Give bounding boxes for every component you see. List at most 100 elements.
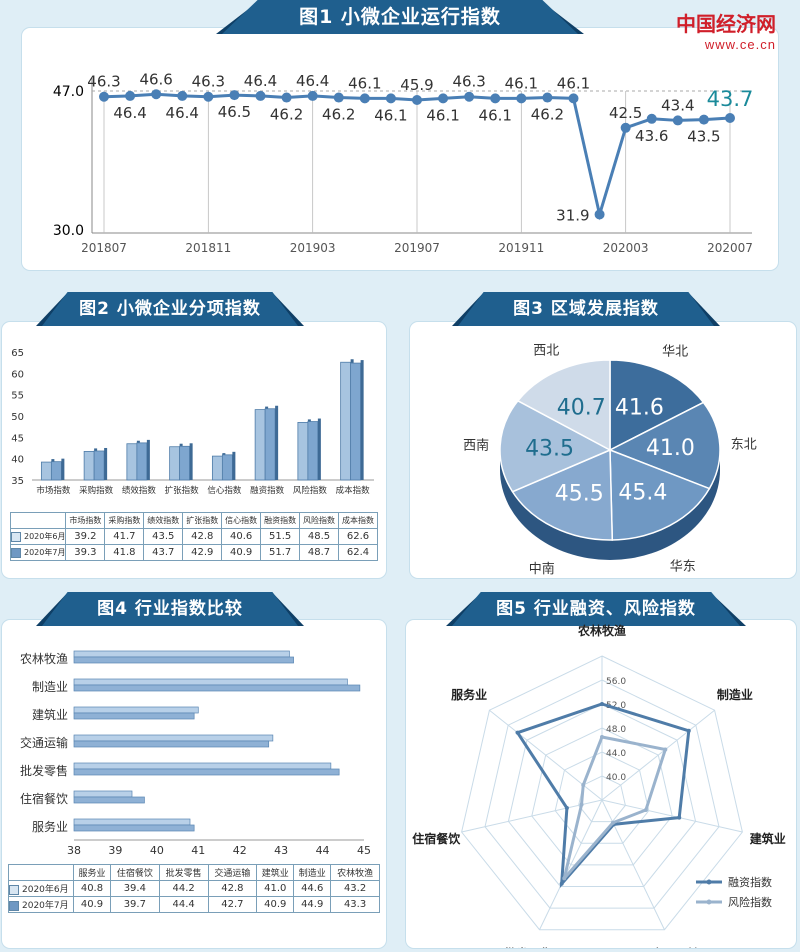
fig1-title: 图1 小微企业运行指数 bbox=[222, 0, 578, 34]
fig5-spoke bbox=[539, 799, 603, 930]
fig4-x-tick-label: 43 bbox=[274, 844, 288, 857]
fig2-table-header: 融资指数 bbox=[260, 512, 301, 529]
fig1-data-point bbox=[255, 90, 266, 101]
fig5-category-label: 建筑业 bbox=[749, 831, 786, 846]
logo-url: www.ce.cn bbox=[704, 37, 776, 52]
fig5-r-tick-label: 52.0 bbox=[606, 701, 626, 711]
fig2-table-cell: 43.7 bbox=[143, 544, 184, 561]
fig5-data-point bbox=[677, 815, 682, 820]
fig4-series-name: 2020年6月 bbox=[22, 885, 69, 895]
fig2-table-cell: 40.6 bbox=[221, 528, 262, 545]
fig4-data-table: 服务业 住宿餐饮 批发零售 交通运输 建筑业 制造业 农林牧渔 2020年6月 40.8 39.4… bbox=[8, 864, 380, 913]
fig2-bar bbox=[221, 454, 233, 481]
fig1-data-point bbox=[464, 91, 475, 102]
fig2-x-tick-label: 信心指数 bbox=[207, 485, 242, 496]
fig2-bar bbox=[179, 445, 191, 481]
fig4-x-tick-label: 44 bbox=[316, 844, 330, 857]
fig5-spoke bbox=[601, 709, 715, 801]
fig4-y-tick-label: 服务业 bbox=[32, 819, 68, 834]
fig5-title: 图5 行业融资、风险指数 bbox=[452, 592, 740, 626]
fig3-slice-label: 45.5 bbox=[555, 482, 604, 507]
fig5-grid-ring bbox=[461, 655, 743, 931]
fig1-data-point bbox=[203, 91, 214, 102]
fig5-data-point bbox=[559, 881, 564, 886]
fig1-data-label: 43.6 bbox=[635, 127, 668, 145]
fig5-r-tick-label: 40.0 bbox=[606, 773, 626, 783]
fig1-data-point bbox=[307, 90, 318, 101]
fig1-data-point bbox=[229, 90, 240, 101]
fig1-data-label: 46.1 bbox=[557, 74, 590, 92]
fig5-data-point bbox=[600, 735, 604, 739]
fig1-data-label: 46.1 bbox=[426, 106, 459, 124]
fig5-data-point bbox=[663, 747, 668, 752]
fig1-data-label: 46.4 bbox=[244, 72, 277, 90]
fig1-data-label: 46.1 bbox=[374, 106, 407, 124]
fig2-table-header: 信心指数 bbox=[221, 512, 262, 529]
fig2-table-cell: 39.2 bbox=[65, 528, 106, 545]
fig2-table-cell: 62.4 bbox=[338, 544, 378, 561]
fig1-data-point bbox=[620, 122, 631, 133]
fig2-y-tick-label: 50 bbox=[11, 412, 24, 423]
fig2-data-table: 市场指数 采购指数 绩效指数 扩张指数 信心指数 融资指数 风险指数 成本指数 2020年6月 3… bbox=[9, 512, 378, 561]
fig1-y-tick-label: 30.0 bbox=[53, 223, 84, 239]
fig1-line-chart: 47.0 30.0 201807 201811 201903 201907 201911 20… bbox=[53, 70, 754, 255]
fig5-category-label: 农林牧渔 bbox=[577, 623, 626, 638]
fig1-data-point bbox=[151, 89, 162, 100]
fig1-data-label: 46.1 bbox=[348, 74, 381, 92]
fig4-table-header: 交通运输 bbox=[207, 864, 258, 881]
fig4-y-tick-label: 制造业 bbox=[32, 680, 68, 694]
fig4-bar bbox=[73, 790, 133, 798]
fig1-x-tick-label: 201811 bbox=[185, 241, 231, 255]
fig3-slice-label: 40.7 bbox=[557, 395, 606, 420]
fig3-category-label: 西北 bbox=[533, 344, 559, 359]
fig3-pie-chart: 41.6 华北 41.0 东北 45.4 华东 45.5 中南 43.5 西南 40.7 西北 bbox=[463, 344, 757, 577]
fig4-table-series: 2020年7月 bbox=[8, 896, 74, 913]
fig5-category-label: 服务业 bbox=[451, 687, 487, 702]
fig4-y-tick-label: 交通运输 bbox=[20, 735, 68, 750]
fig5-r-tick-label: 44.0 bbox=[606, 749, 626, 759]
fig1-data-label: 42.5 bbox=[609, 104, 642, 122]
fig1-data-point bbox=[516, 93, 527, 104]
fig2-y-tick-label: 40 bbox=[11, 455, 24, 466]
fig1-data-point bbox=[698, 114, 709, 125]
fig2-table-series: 2020年6月 bbox=[9, 528, 67, 545]
fig1-data-point bbox=[333, 92, 344, 103]
fig5-data-point bbox=[562, 876, 567, 881]
fig2-table-cell: 41.7 bbox=[104, 528, 145, 545]
fig2-table-cell: 48.7 bbox=[299, 544, 340, 561]
fig1-data-label: 46.1 bbox=[479, 106, 512, 124]
fig2-table-cell: 40.9 bbox=[221, 544, 262, 561]
fig5-r-tick-label: 48.0 bbox=[606, 725, 626, 735]
fig5-legend-marker bbox=[706, 899, 712, 905]
fig2-bar bbox=[93, 450, 105, 481]
logo: 中国经济网 www.ce.cn bbox=[676, 8, 776, 52]
fig2-table-header: 采购指数 bbox=[104, 512, 145, 529]
fig1-data-point bbox=[99, 91, 109, 102]
fig4-bar bbox=[73, 824, 195, 832]
fig1-data-point bbox=[725, 112, 735, 123]
fig1-x-tick-label: 201911 bbox=[498, 241, 544, 255]
fig5-series-line bbox=[515, 702, 691, 889]
fig2-x-tick-label: 扩张指数 bbox=[165, 485, 200, 496]
fig2-table-cell: 41.8 bbox=[104, 544, 145, 561]
fig4-bar bbox=[73, 818, 191, 826]
fig4-bar bbox=[73, 684, 361, 692]
fig5-legend-label: 风险指数 bbox=[728, 895, 772, 909]
fig4-bar bbox=[73, 656, 294, 664]
fig5-data-point bbox=[515, 730, 520, 735]
fig5-category-label: 住宿餐饮 bbox=[412, 831, 461, 846]
fig2-table-header: 市场指数 bbox=[65, 512, 106, 529]
fig1-data-label: 46.5 bbox=[218, 103, 251, 121]
fig4-table-cell: 39.4 bbox=[109, 880, 160, 897]
fig2-y-tick-label: 35 bbox=[11, 476, 24, 487]
fig1-x-tick-label: 202007 bbox=[707, 241, 753, 255]
fig4-bar bbox=[73, 734, 274, 742]
fig5-r-tick-label: 56.0 bbox=[606, 677, 626, 687]
fig2-table-series: 2020年7月 bbox=[9, 544, 67, 561]
fig4-table-cell: 39.7 bbox=[109, 896, 160, 913]
fig3-slice-label: 45.4 bbox=[618, 481, 667, 506]
fig2-bar-side bbox=[360, 360, 364, 480]
fig5-spoke bbox=[461, 799, 603, 833]
fig2-table-cell: 43.5 bbox=[143, 528, 184, 545]
